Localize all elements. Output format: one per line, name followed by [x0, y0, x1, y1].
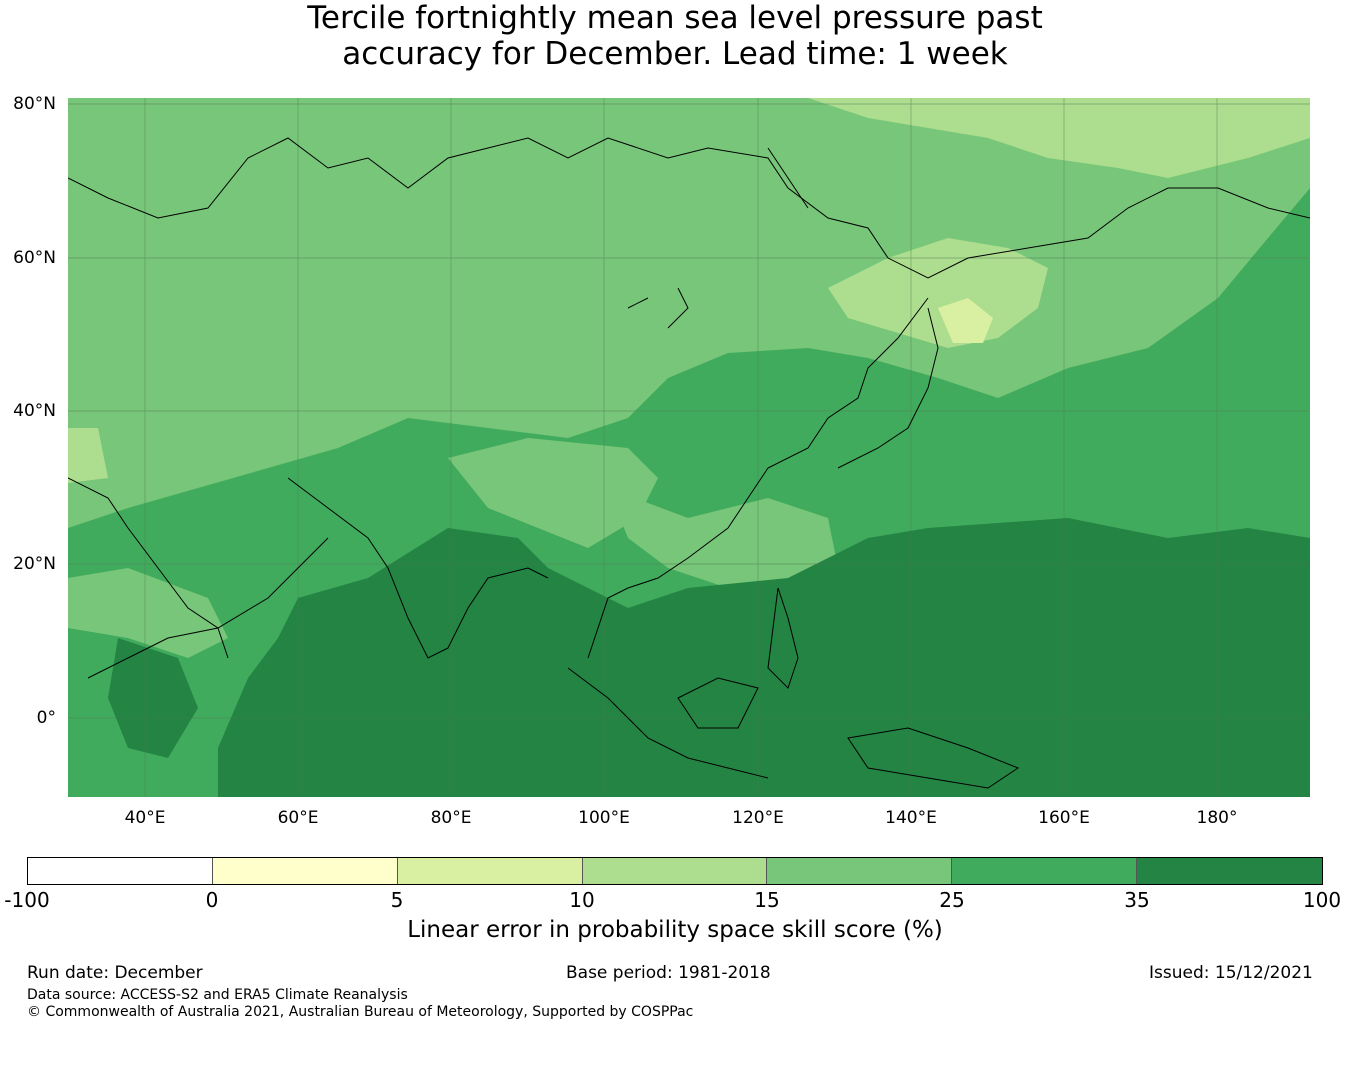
colorbar-segment: [212, 858, 398, 884]
lat-label-80n: 80°N: [13, 94, 56, 114]
skill-score-map: [67, 98, 1311, 797]
issued-date: Issued: 15/12/2021: [1149, 963, 1313, 983]
colorbar-segment: [1137, 858, 1322, 884]
map-gridlines: [68, 98, 1310, 797]
title-line-1: Tercile fortnightly mean sea level press…: [307, 0, 1043, 36]
colorbar-segment: [582, 858, 768, 884]
lat-label-60n: 60°N: [13, 248, 56, 268]
lat-label-20n: 20°N: [13, 554, 56, 574]
map-svg: [67, 98, 1311, 797]
colorbar-segment: [952, 858, 1138, 884]
data-source: Data source: ACCESS-S2 and ERA5 Climate …: [27, 987, 408, 1003]
region-north-15-25: [68, 98, 1310, 528]
region-kamchatka-10-15: [828, 238, 1048, 348]
lon-label-60e: 60°E: [277, 808, 319, 828]
colorbar-tick: 0: [205, 888, 219, 912]
region-west-10-15: [68, 428, 108, 483]
colorbar-segment: [397, 858, 583, 884]
lon-label-100e: 100°E: [578, 808, 630, 828]
colorbar-tick: 10: [569, 888, 595, 912]
chart-title: Tercile fortnightly mean sea level press…: [0, 0, 1350, 72]
colorbar-segment: [767, 858, 953, 884]
colorbar: [27, 857, 1323, 885]
colorbar-tick: 100: [1302, 888, 1342, 912]
lon-label-80e: 80°E: [430, 808, 472, 828]
run-date: Run date: December: [27, 963, 203, 983]
region-tropics-35-100: [218, 518, 1310, 797]
region-central-15-25: [448, 438, 658, 548]
lat-label-0: 0°: [36, 708, 56, 728]
region-manchuria-5-10: [938, 298, 993, 343]
colorbar-label: Linear error in probability space skill …: [407, 917, 943, 943]
lat-label-40n: 40°N: [13, 401, 56, 421]
region-siberia-10-15: [808, 98, 1310, 178]
region-china-15-25: [608, 488, 838, 598]
lon-label-180: 180°: [1196, 808, 1238, 828]
colorbar-tick: 5: [390, 888, 404, 912]
lon-label-120e: 120°E: [732, 808, 784, 828]
lon-label-160e: 160°E: [1038, 808, 1090, 828]
region-arabia-15-25: [68, 568, 228, 658]
region-africa-35-100: [108, 638, 198, 758]
lon-label-140e: 140°E: [885, 808, 937, 828]
colorbar-tick: -100: [4, 888, 50, 912]
base-period: Base period: 1981-2018: [566, 963, 771, 983]
title-line-2: accuracy for December. Lead time: 1 week: [342, 36, 1008, 72]
colorbar-tick: 15: [754, 888, 780, 912]
colorbar-tick: 25: [939, 888, 965, 912]
copyright: © Commonwealth of Australia 2021, Austra…: [27, 1004, 694, 1020]
colorbar-tick: 35: [1124, 888, 1150, 912]
colorbar-segment: [28, 858, 213, 884]
lon-label-40e: 40°E: [124, 808, 166, 828]
coastlines: [67, 137, 1311, 789]
